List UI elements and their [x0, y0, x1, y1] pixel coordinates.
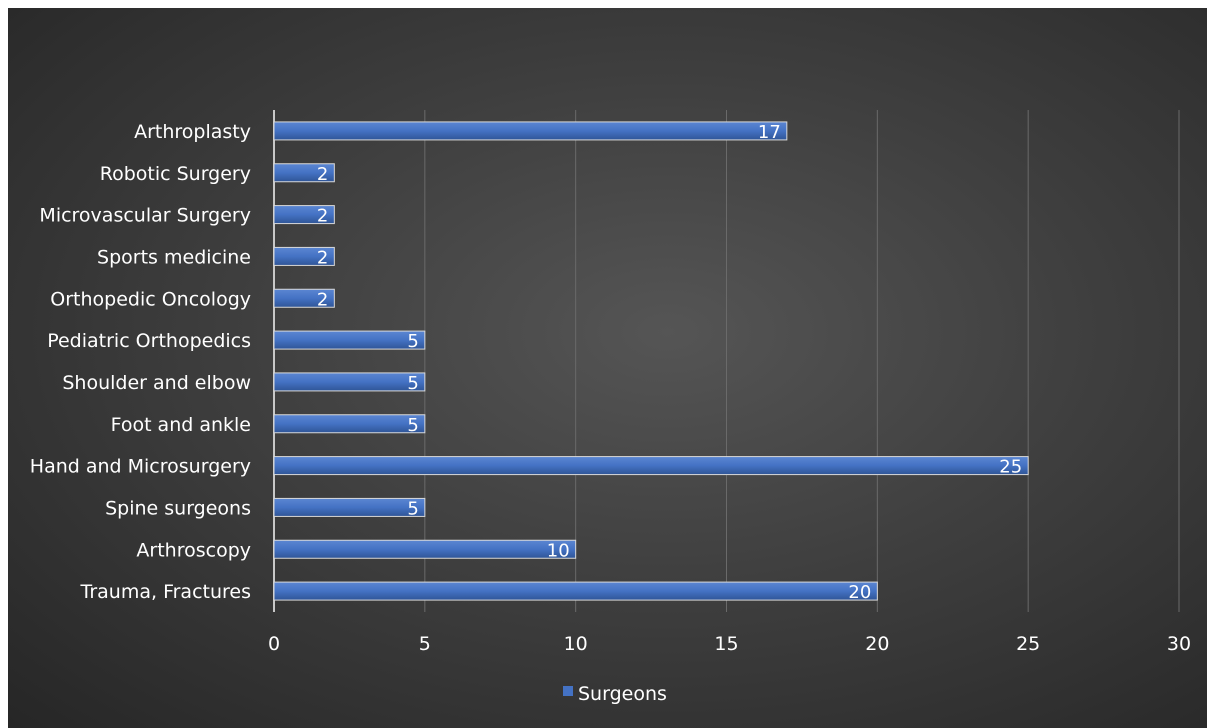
category-label: Arthroplasty [134, 121, 251, 143]
legend-swatch [563, 686, 573, 696]
data-label: 10 [547, 540, 570, 561]
data-label: 25 [999, 457, 1022, 478]
bar[interactable] [273, 414, 426, 434]
category-label: Robotic Surgery [100, 163, 251, 185]
bar[interactable] [273, 330, 426, 350]
data-label: 2 [317, 206, 328, 227]
chart-area: 20 10 5 25 5 5 5 2 2 2 2 17 Trauma, Fractures Arthro… [8, 8, 1207, 728]
category-labels: Trauma, Fractures Arthroscopy Spine surgeo… [30, 121, 251, 603]
bar[interactable] [273, 539, 577, 559]
gridlines [273, 110, 1180, 612]
bar[interactable] [273, 205, 335, 225]
bar[interactable] [273, 456, 1029, 476]
bar[interactable] [273, 288, 335, 308]
bar[interactable] [273, 121, 788, 141]
category-label: Spine surgeons [105, 497, 251, 519]
category-label: Foot and ankle [111, 414, 251, 436]
bar[interactable] [273, 581, 878, 601]
data-label: 2 [317, 164, 328, 185]
bar[interactable] [273, 497, 426, 517]
data-label: 2 [317, 289, 328, 310]
bar[interactable] [273, 246, 335, 266]
data-label: 17 [758, 122, 781, 143]
x-tick-label: 10 [564, 633, 588, 655]
bar[interactable] [273, 163, 335, 183]
category-label: Hand and Microsurgery [30, 456, 251, 478]
bar-chart: 20 10 5 25 5 5 5 2 2 2 2 17 Trauma, Fractures Arthro… [30, 110, 1191, 705]
category-label: Sports medicine [97, 246, 251, 268]
x-tick-label: 25 [1016, 633, 1040, 655]
category-label: Orthopedic Oncology [50, 288, 251, 310]
data-label: 5 [407, 373, 418, 394]
legend-label: Surgeons [578, 683, 667, 705]
category-label: Pediatric Orthopedics [47, 330, 251, 352]
data-label: 5 [407, 331, 418, 352]
category-label: Shoulder and elbow [62, 372, 251, 394]
bar[interactable] [273, 372, 426, 392]
bars: 20 10 5 25 5 5 5 2 2 2 2 17 [273, 121, 1029, 603]
data-label: 20 [848, 582, 871, 603]
data-label: 5 [407, 415, 418, 436]
data-label: 2 [317, 247, 328, 268]
category-label: Microvascular Surgery [39, 205, 251, 227]
x-axis-tick-labels: 0 5 10 15 20 25 30 [268, 633, 1191, 655]
x-tick-label: 20 [865, 633, 889, 655]
category-label: Trauma, Fractures [80, 581, 251, 603]
x-tick-label: 5 [419, 633, 431, 655]
x-tick-label: 0 [268, 633, 280, 655]
category-label: Arthroscopy [136, 539, 251, 561]
x-tick-label: 15 [714, 633, 738, 655]
data-label: 5 [407, 498, 418, 519]
x-tick-label: 30 [1167, 633, 1191, 655]
legend[interactable]: Surgeons [563, 683, 667, 705]
